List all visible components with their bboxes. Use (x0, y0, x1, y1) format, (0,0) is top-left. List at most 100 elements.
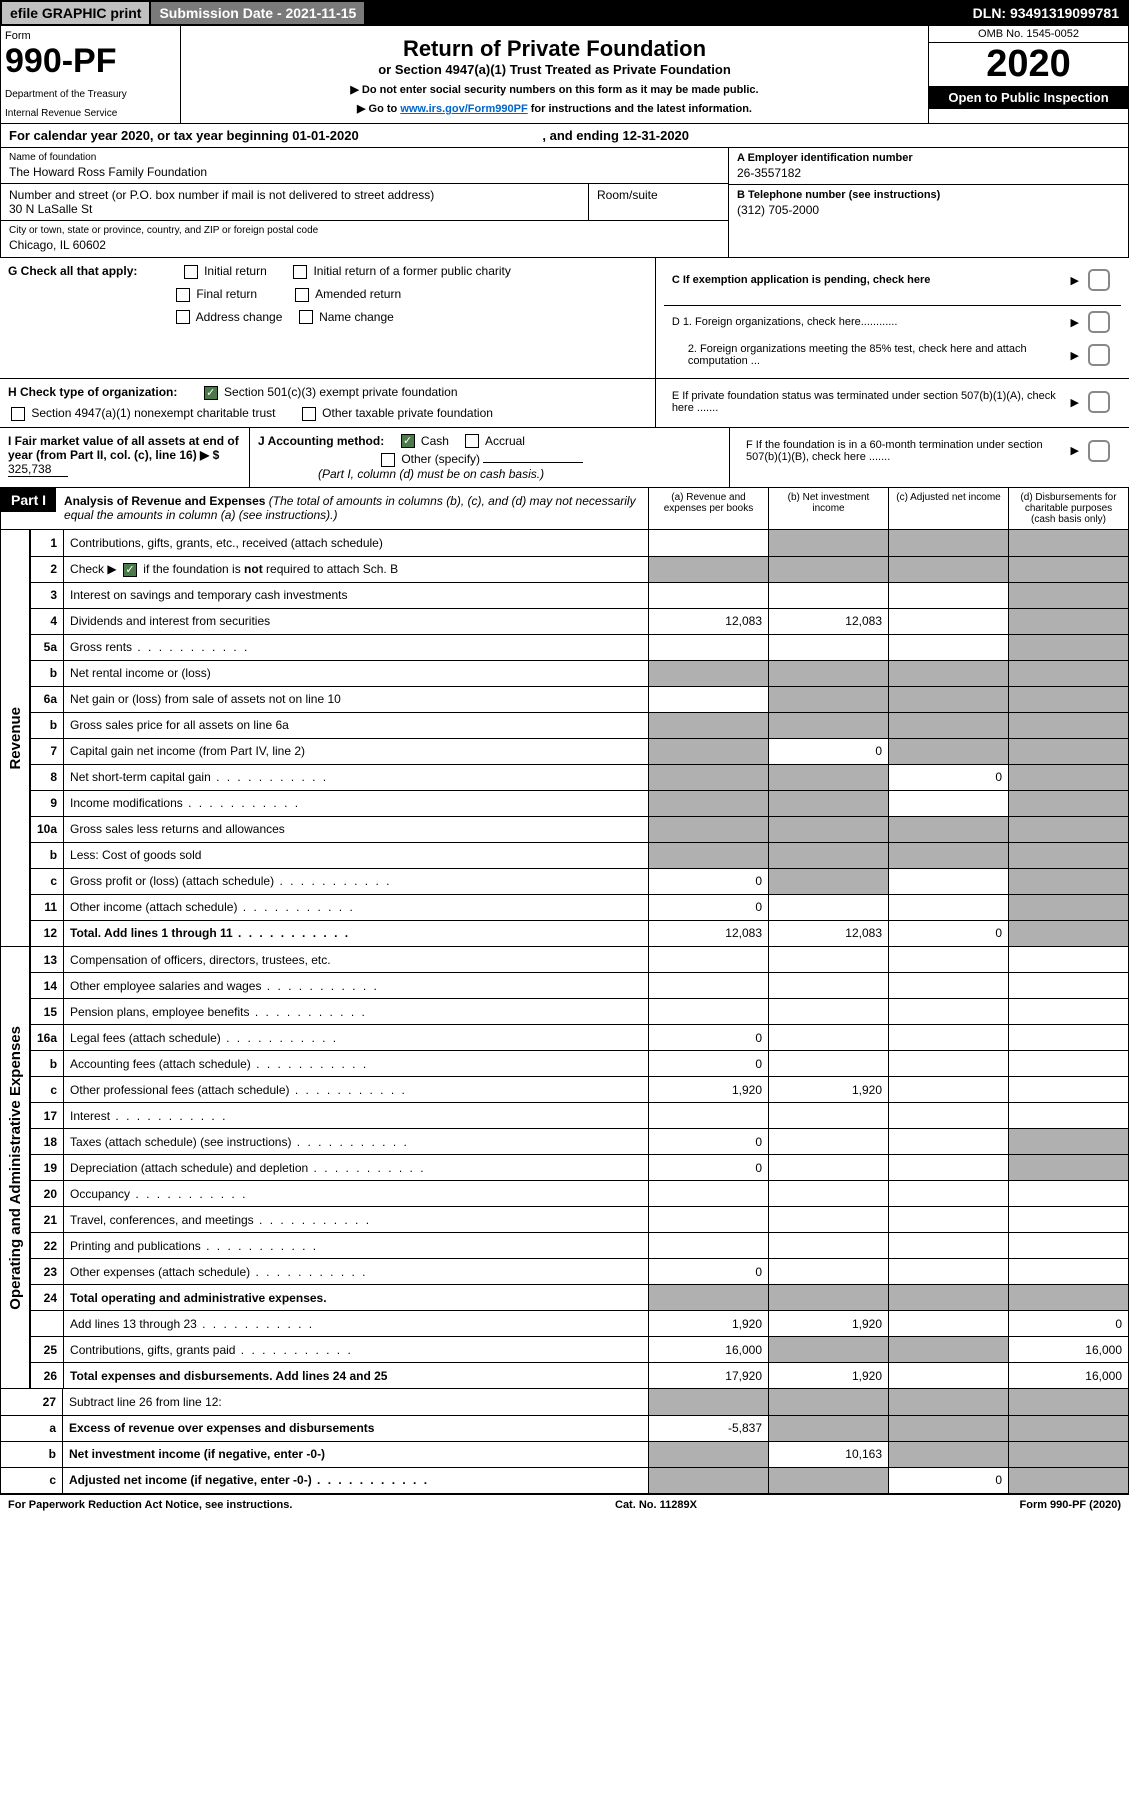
h-section: H Check type of organization: ✓ Section … (0, 379, 1129, 428)
dept-treasury: Department of the Treasury (5, 89, 176, 100)
line-6a: 6aNet gain or (loss) from sale of assets… (31, 686, 1129, 712)
cb-schb[interactable]: ✓ (123, 563, 137, 577)
line-23: 23Other expenses (attach schedule)0 (31, 1259, 1129, 1285)
foundation-name: The Howard Ross Family Foundation (9, 165, 720, 179)
f-area: F If the foundation is in a 60-month ter… (729, 428, 1129, 488)
form-link[interactable]: www.irs.gov/Form990PF (400, 103, 527, 115)
line-10a: 10aGross sales less returns and allowanc… (31, 816, 1129, 842)
j-area: J Accounting method: ✓ Cash Accrual Othe… (250, 428, 729, 488)
line-10c: cGross profit or (loss) (attach schedule… (31, 868, 1129, 894)
line-15: 15Pension plans, employee benefits (31, 999, 1129, 1025)
name-label: Name of foundation (9, 152, 720, 163)
line-24b: Add lines 13 through 231,9201,9200 (31, 1311, 1129, 1337)
expenses-section: Operating and Administrative Expenses 13… (0, 947, 1129, 1390)
opt-initial-former: Initial return of a former public charit… (313, 264, 510, 278)
cb-final[interactable] (176, 288, 190, 302)
revenue-text: Revenue (7, 707, 24, 770)
h-area: H Check type of organization: ✓ Section … (0, 379, 655, 427)
form-header: Form 990-PF Department of the Treasury I… (0, 26, 1129, 124)
part1-header-row: Part I Analysis of Revenue and Expenses … (0, 488, 1129, 530)
goto-pre: ▶ Go to (357, 103, 400, 115)
e-label: E If private foundation status was termi… (672, 390, 1065, 414)
address-cell: Number and street (or P.O. box number if… (1, 184, 588, 220)
ein-cell: A Employer identification number 26-3557… (729, 148, 1128, 185)
cb-initial-return[interactable] (184, 265, 198, 279)
line-10b: bLess: Cost of goods sold (31, 842, 1129, 868)
line-19: 19Depreciation (attach schedule) and dep… (31, 1155, 1129, 1181)
line-4: 4Dividends and interest from securities1… (31, 608, 1129, 634)
cb-addr-change[interactable] (176, 310, 190, 324)
cb-accrual[interactable] (465, 434, 479, 448)
dln: DLN: 93491319099781 (965, 2, 1127, 24)
g-label: G Check all that apply: (8, 264, 137, 278)
revenue-table: 1Contributions, gifts, grants, etc., rec… (30, 530, 1129, 947)
line-27a: aExcess of revenue over expenses and dis… (1, 1415, 1129, 1441)
opt-amended: Amended return (315, 287, 401, 301)
j-cash: Cash (421, 434, 449, 448)
cb-d1[interactable] (1088, 311, 1110, 333)
form-subtitle: or Section 4947(a)(1) Trust Treated as P… (189, 62, 920, 77)
line-17: 17Interest (31, 1103, 1129, 1129)
ein-label: A Employer identification number (737, 152, 1120, 164)
efile-label[interactable]: efile GRAPHIC print (2, 2, 149, 24)
year-box: OMB No. 1545-0052 2020 Open to Public In… (928, 26, 1128, 123)
opt-name: Name change (319, 310, 394, 324)
form-title: Return of Private Foundation (189, 36, 920, 62)
cal-year-end: , and ending 12-31-2020 (542, 128, 689, 143)
cb-other[interactable] (381, 453, 395, 467)
cb-d2[interactable] (1088, 344, 1110, 366)
line-5a: 5aGross rents (31, 634, 1129, 660)
expenses-label-vert: Operating and Administrative Expenses (0, 947, 30, 1390)
part1-badge: Part I (1, 488, 56, 529)
form-number: 990-PF (5, 42, 176, 81)
summary-table: 27Subtract line 26 from line 12: aExcess… (0, 1389, 1129, 1494)
ij-section: I Fair market value of all assets at end… (0, 428, 1129, 489)
form-label: Form (5, 30, 176, 42)
phone-label: B Telephone number (see instructions) (737, 189, 1120, 201)
cb-initial-former[interactable] (293, 265, 307, 279)
line-12: 12Total. Add lines 1 through 1112,08312,… (31, 920, 1129, 946)
cb-amended[interactable] (295, 288, 309, 302)
street-address: 30 N LaSalle St (9, 202, 580, 216)
cb-name-change[interactable] (299, 310, 313, 324)
f-label: F If the foundation is in a 60-month ter… (746, 439, 1065, 463)
line-27c: cAdjusted net income (if negative, enter… (1, 1467, 1129, 1493)
goto-post: for instructions and the latest informat… (528, 103, 752, 115)
line-16b: bAccounting fees (attach schedule)0 (31, 1051, 1129, 1077)
form-title-box: Return of Private Foundation or Section … (181, 26, 928, 123)
line-26: 26Total expenses and disbursements. Add … (31, 1363, 1129, 1389)
h3-text: Other taxable private foundation (322, 406, 493, 420)
phone-value: (312) 705-2000 (737, 203, 1120, 217)
check-section-g: G Check all that apply: Initial return I… (0, 258, 1129, 379)
revenue-section: Revenue 1Contributions, gifts, grants, e… (0, 530, 1129, 947)
opt-addr: Address change (196, 310, 283, 324)
open-public-label: Open to Public Inspection (929, 86, 1128, 109)
cb-cash[interactable]: ✓ (401, 434, 415, 448)
omb-number: OMB No. 1545-0052 (929, 26, 1128, 43)
entity-left: Name of foundation The Howard Ross Famil… (1, 148, 728, 257)
j-label: J Accounting method: (258, 434, 384, 448)
footer-left: For Paperwork Reduction Act Notice, see … (8, 1499, 292, 1511)
line-7: 7Capital gain net income (from Part IV, … (31, 738, 1129, 764)
line-27b: bNet investment income (if negative, ent… (1, 1441, 1129, 1467)
cal-year-begin: For calendar year 2020, or tax year begi… (9, 128, 359, 143)
irs-label: Internal Revenue Service (5, 108, 176, 119)
cb-f[interactable] (1088, 440, 1110, 462)
part1-desc: Analysis of Revenue and Expenses (The to… (56, 488, 648, 529)
line-16c: cOther professional fees (attach schedul… (31, 1077, 1129, 1103)
h2-text: Section 4947(a)(1) nonexempt charitable … (31, 406, 275, 420)
page-footer: For Paperwork Reduction Act Notice, see … (0, 1494, 1129, 1515)
cb-c[interactable] (1088, 269, 1110, 291)
line-20: 20Occupancy (31, 1181, 1129, 1207)
cb-h3[interactable] (302, 407, 316, 421)
cb-e[interactable] (1088, 391, 1110, 413)
line-5b: bNet rental income or (loss) (31, 660, 1129, 686)
cb-h1[interactable]: ✓ (204, 386, 218, 400)
e-area: E If private foundation status was termi… (655, 379, 1129, 427)
city-state-zip: Chicago, IL 60602 (9, 238, 720, 252)
form-id-box: Form 990-PF Department of the Treasury I… (1, 26, 181, 123)
cb-h2[interactable] (11, 407, 25, 421)
footer-cat: Cat. No. 11289X (615, 1499, 697, 1511)
room-cell: Room/suite (588, 184, 728, 220)
h1-text: Section 501(c)(3) exempt private foundat… (224, 385, 457, 399)
